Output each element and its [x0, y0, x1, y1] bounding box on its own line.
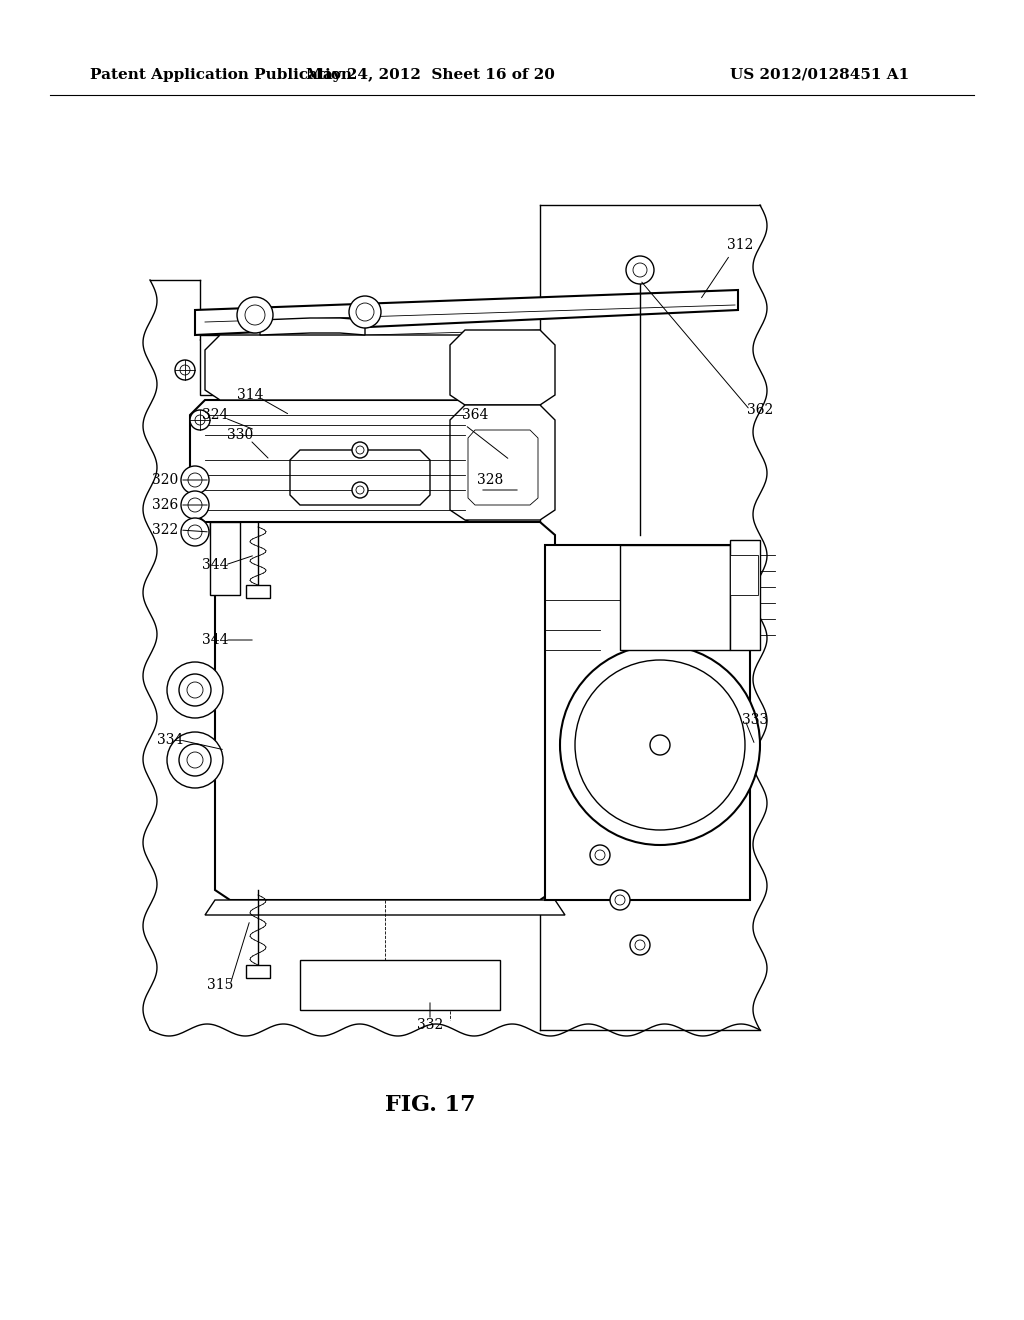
- Text: 334: 334: [157, 733, 183, 747]
- Text: 344: 344: [202, 634, 228, 647]
- Circle shape: [181, 466, 209, 494]
- Polygon shape: [450, 330, 555, 405]
- Text: May 24, 2012  Sheet 16 of 20: May 24, 2012 Sheet 16 of 20: [305, 69, 554, 82]
- Text: FIG. 17: FIG. 17: [385, 1094, 475, 1115]
- Circle shape: [187, 682, 203, 698]
- Circle shape: [633, 263, 647, 277]
- Circle shape: [180, 366, 190, 375]
- Circle shape: [175, 360, 195, 380]
- Polygon shape: [210, 521, 240, 595]
- Circle shape: [187, 752, 203, 768]
- Circle shape: [349, 296, 381, 327]
- Polygon shape: [246, 585, 270, 598]
- Circle shape: [635, 940, 645, 950]
- Text: 312: 312: [727, 238, 754, 252]
- Circle shape: [181, 491, 209, 519]
- Polygon shape: [468, 430, 538, 506]
- Text: 364: 364: [462, 408, 488, 422]
- Circle shape: [575, 660, 745, 830]
- Polygon shape: [195, 290, 738, 335]
- Circle shape: [188, 498, 202, 512]
- Circle shape: [190, 411, 210, 430]
- Polygon shape: [450, 405, 555, 520]
- Text: 344: 344: [202, 558, 228, 572]
- Polygon shape: [545, 545, 750, 900]
- Polygon shape: [200, 335, 220, 395]
- Circle shape: [615, 895, 625, 906]
- Circle shape: [179, 675, 211, 706]
- Text: 328: 328: [477, 473, 503, 487]
- Circle shape: [245, 305, 265, 325]
- Circle shape: [560, 645, 760, 845]
- Text: 320: 320: [152, 473, 178, 487]
- Circle shape: [352, 442, 368, 458]
- Polygon shape: [205, 900, 565, 915]
- Circle shape: [626, 256, 654, 284]
- Text: 324: 324: [202, 408, 228, 422]
- Text: 314: 314: [237, 388, 263, 403]
- Text: 315: 315: [207, 978, 233, 993]
- Circle shape: [595, 850, 605, 861]
- Text: 326: 326: [152, 498, 178, 512]
- Polygon shape: [300, 960, 500, 1010]
- Circle shape: [352, 482, 368, 498]
- Text: 333: 333: [741, 713, 768, 727]
- Circle shape: [181, 517, 209, 546]
- Polygon shape: [730, 554, 758, 595]
- Polygon shape: [290, 450, 430, 506]
- Text: 362: 362: [746, 403, 773, 417]
- Text: 322: 322: [152, 523, 178, 537]
- Circle shape: [610, 890, 630, 909]
- Circle shape: [167, 733, 223, 788]
- Text: 330: 330: [227, 428, 253, 442]
- Polygon shape: [620, 545, 730, 649]
- Polygon shape: [260, 318, 365, 335]
- Circle shape: [237, 297, 273, 333]
- Polygon shape: [205, 335, 480, 400]
- Circle shape: [650, 735, 670, 755]
- Text: 332: 332: [417, 1018, 443, 1032]
- Polygon shape: [246, 965, 270, 978]
- Text: US 2012/0128451 A1: US 2012/0128451 A1: [730, 69, 909, 82]
- Circle shape: [630, 935, 650, 954]
- Polygon shape: [215, 521, 555, 900]
- Polygon shape: [190, 400, 480, 521]
- Circle shape: [356, 486, 364, 494]
- Circle shape: [179, 744, 211, 776]
- Circle shape: [195, 414, 205, 425]
- Circle shape: [356, 304, 374, 321]
- Circle shape: [167, 663, 223, 718]
- Circle shape: [188, 473, 202, 487]
- Circle shape: [356, 446, 364, 454]
- Circle shape: [590, 845, 610, 865]
- Text: Patent Application Publication: Patent Application Publication: [90, 69, 352, 82]
- Circle shape: [188, 525, 202, 539]
- Polygon shape: [730, 540, 760, 649]
